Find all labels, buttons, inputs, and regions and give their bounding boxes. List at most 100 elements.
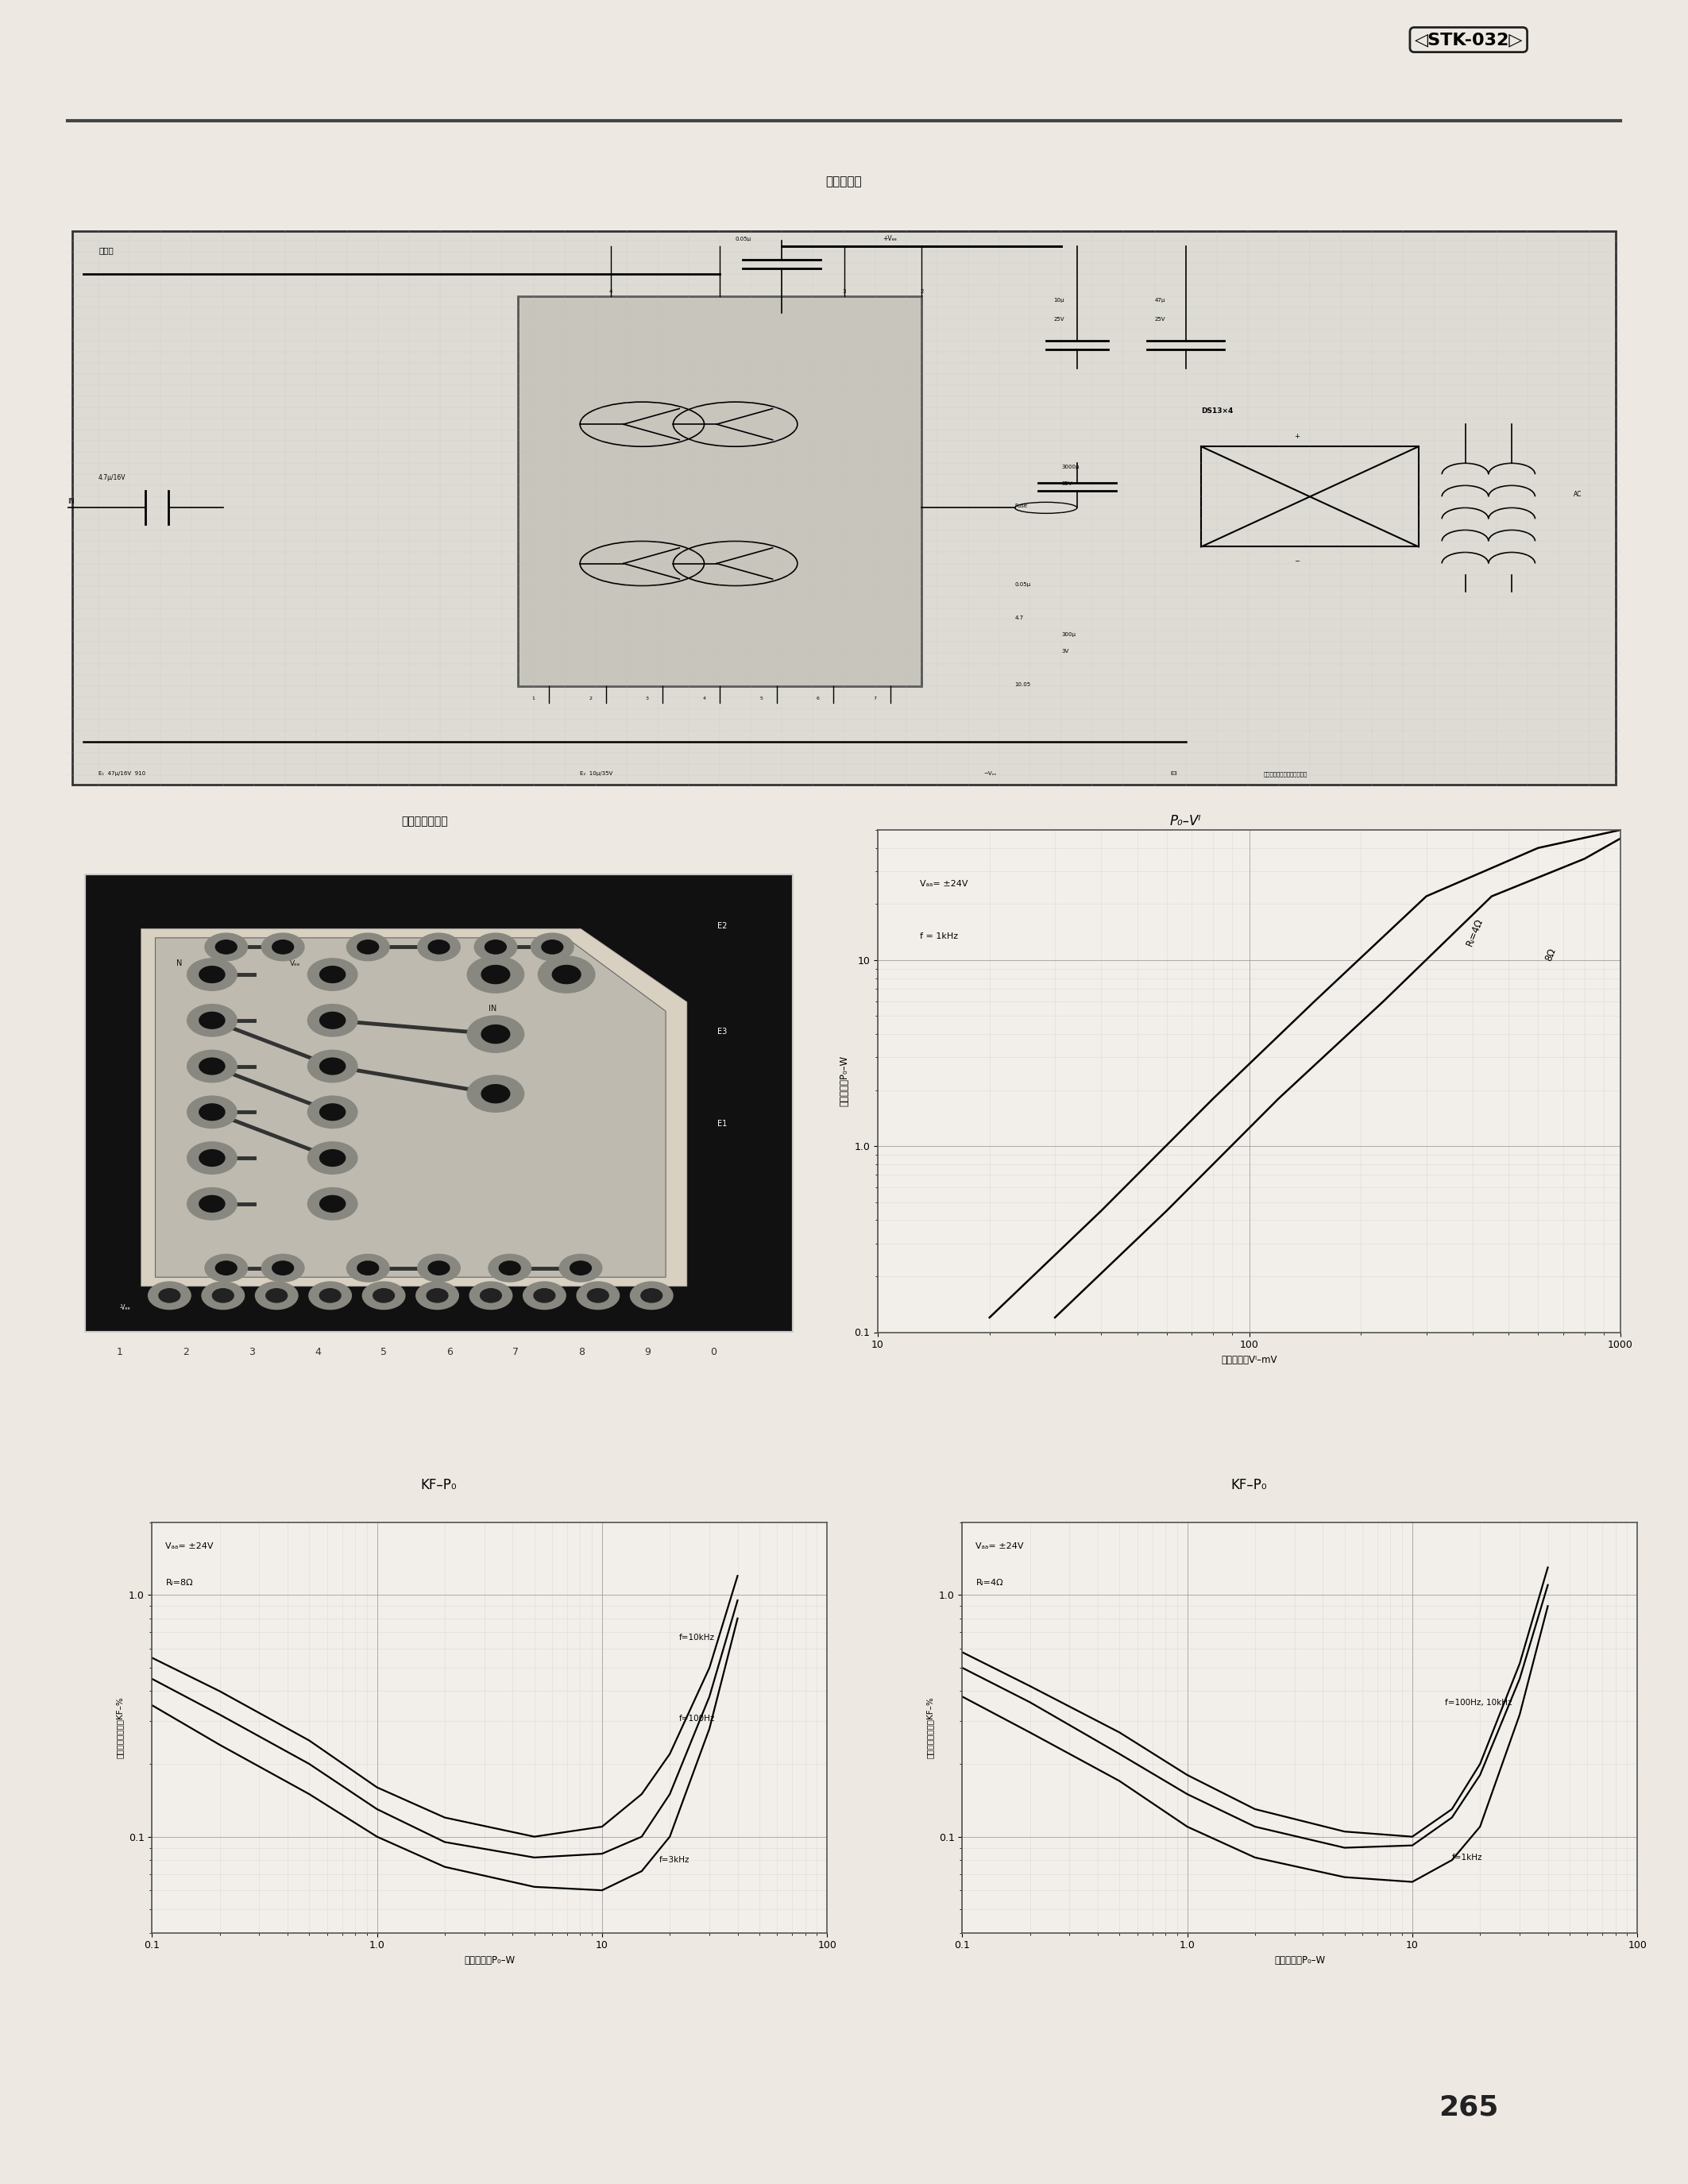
Circle shape [559,1254,603,1282]
Text: 4: 4 [609,290,613,295]
Circle shape [187,1096,236,1129]
Text: 265: 265 [1438,2094,1499,2121]
Text: 4.7: 4.7 [1014,616,1023,620]
Circle shape [187,1051,236,1083]
Text: 7: 7 [511,1348,518,1356]
Bar [518,297,922,686]
Text: 1: 1 [116,1348,123,1356]
Circle shape [319,1195,346,1212]
Text: ◁STK-032▷: ◁STK-032▷ [1415,33,1523,48]
Text: f = 1kHz: f = 1kHz [920,933,959,941]
Circle shape [203,1282,245,1310]
Y-axis label: 出力電力，P₀–W: 出力電力，P₀–W [839,1055,849,1107]
Circle shape [213,1289,233,1302]
Text: f=3kHz: f=3kHz [660,1856,690,1865]
Text: 0.05μ: 0.05μ [1014,581,1031,587]
Circle shape [307,1051,358,1083]
Text: f=100Hz: f=100Hz [679,1714,716,1723]
Text: Rₗ=8Ω: Rₗ=8Ω [165,1579,192,1586]
Circle shape [272,939,294,954]
Circle shape [199,1149,225,1166]
Text: 4.7μ/16V: 4.7μ/16V [98,474,127,480]
Circle shape [307,1188,358,1221]
Circle shape [429,1260,449,1275]
Circle shape [199,965,225,983]
Text: 4: 4 [314,1348,321,1356]
Text: Rₗ=4Ω: Rₗ=4Ω [1465,917,1485,948]
Text: E3: E3 [1170,771,1177,775]
Text: Vₐₐ= ±24V: Vₐₐ= ±24V [920,880,969,887]
Text: 9: 9 [645,1348,650,1356]
Circle shape [429,939,449,954]
Text: Rₗ=4Ω: Rₗ=4Ω [976,1579,1003,1586]
Circle shape [484,939,506,954]
Circle shape [481,1289,501,1302]
Circle shape [523,1282,565,1310]
Circle shape [481,1024,510,1044]
Text: f=1kHz: f=1kHz [1452,1854,1482,1861]
Text: 3000μ: 3000μ [1062,465,1079,470]
Circle shape [262,933,304,961]
Text: 10.05: 10.05 [1014,681,1031,686]
Text: 1: 1 [532,697,535,701]
Circle shape [481,965,510,983]
Circle shape [538,957,594,994]
Circle shape [199,1195,225,1212]
Circle shape [363,1282,405,1310]
Text: KF–P₀: KF–P₀ [420,1479,457,1492]
Circle shape [307,959,358,992]
Circle shape [307,1142,358,1175]
Circle shape [630,1282,674,1310]
Text: f=100Hz, 10kHz: f=100Hz, 10kHz [1445,1699,1512,1706]
Circle shape [319,1011,346,1029]
Text: 回路図: 回路図 [98,247,113,253]
Circle shape [346,933,390,961]
Text: KF–P₀: KF–P₀ [1231,1479,1268,1492]
Circle shape [474,933,517,961]
Circle shape [417,1254,461,1282]
Text: −: − [1295,557,1300,566]
Circle shape [533,1289,555,1302]
Circle shape [187,1005,236,1037]
Circle shape [159,1289,181,1302]
Text: E₁  47μ/16V  910: E₁ 47μ/16V 910 [98,771,145,775]
Text: Vₑₑ: Vₑₑ [290,959,300,968]
Text: Fuse: Fuse [1014,505,1028,509]
Circle shape [255,1282,297,1310]
Text: 3: 3 [842,290,846,295]
Text: 25V: 25V [1155,317,1165,321]
Text: 8: 8 [579,1348,584,1356]
Circle shape [267,1289,287,1302]
Text: 5: 5 [380,1348,387,1356]
Circle shape [552,965,581,983]
Circle shape [262,1254,304,1282]
Circle shape [587,1289,609,1302]
Text: 5: 5 [760,697,763,701]
Bar [1202,446,1418,546]
Text: 10μ: 10μ [1053,297,1065,304]
Text: 47μ: 47μ [1155,297,1165,304]
Text: N: N [177,959,182,968]
Text: -Vₑₑ: -Vₑₑ [120,1304,130,1310]
Text: AC: AC [1573,491,1582,498]
Circle shape [469,1282,511,1310]
Text: 8Ω: 8Ω [1543,946,1558,963]
Circle shape [500,1260,520,1275]
Text: E₂  10μ/35V: E₂ 10μ/35V [581,771,613,775]
Circle shape [187,1188,236,1221]
Circle shape [427,1289,447,1302]
Circle shape [358,939,378,954]
Text: 300μ: 300μ [1062,631,1075,638]
Circle shape [346,1254,390,1282]
Text: プリント基板例: プリント基板例 [402,815,447,828]
Text: これらのデータをつぎに示す: これらのデータをつぎに示す [1263,771,1307,775]
Text: E2: E2 [717,922,728,930]
Circle shape [216,1260,236,1275]
Circle shape [358,1260,378,1275]
Text: 25V: 25V [1053,317,1065,321]
Text: IN: IN [488,1005,496,1013]
Circle shape [468,1016,523,1053]
Text: P₀–Vᴵ: P₀–Vᴵ [1170,815,1202,828]
Circle shape [307,1005,358,1037]
Polygon shape [142,928,687,1286]
